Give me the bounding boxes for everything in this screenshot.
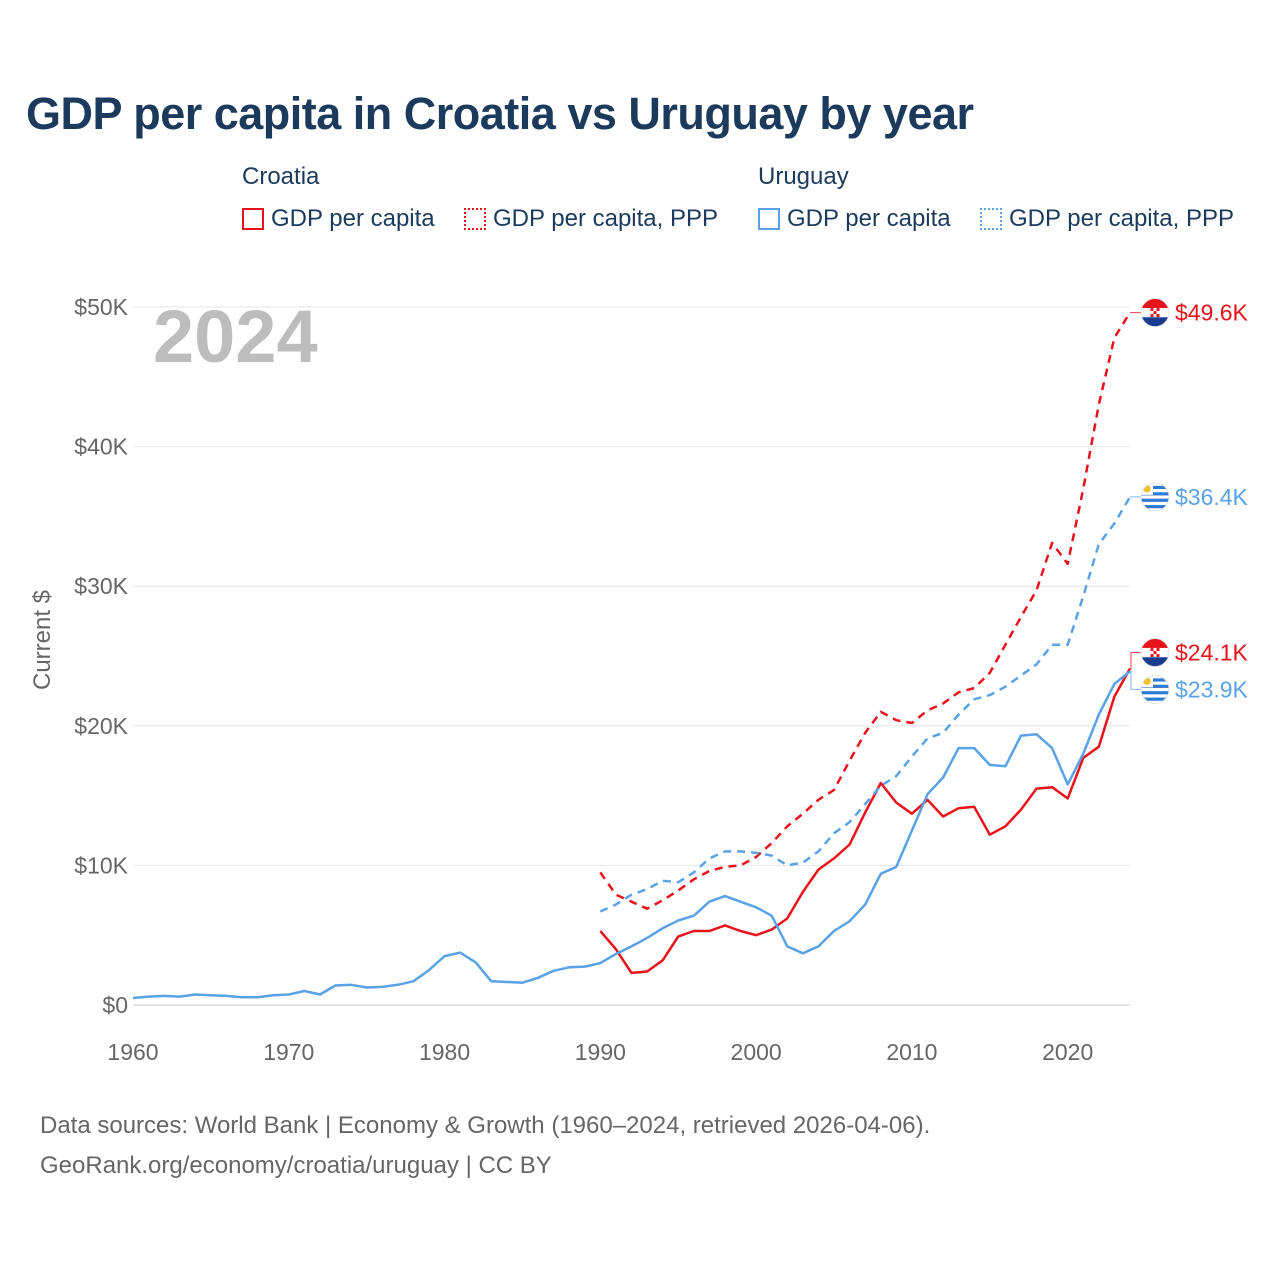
legend-swatch-dotted-icon (980, 208, 1002, 230)
end-value-label: $36.4K (1175, 484, 1249, 510)
croatia-flag-icon (1140, 638, 1170, 667)
end-connector (1130, 670, 1141, 690)
chart-title: GDP per capita in Croatia vs Uruguay by … (26, 88, 974, 139)
source-note: Data sources: World Bank | Economy & Gro… (40, 1106, 930, 1186)
y-axis-label: Current $ (29, 590, 56, 690)
source-line-1: Data sources: World Bank | Economy & Gro… (40, 1112, 931, 1139)
end-value-label: $49.6K (1175, 300, 1249, 326)
y-tick-label: $50K (74, 294, 128, 320)
x-tick-label: 1990 (575, 1039, 626, 1065)
x-tick-label: 1970 (263, 1039, 314, 1065)
legend-uruguay-gdp[interactable]: GDP per capita (758, 205, 951, 233)
x-tick-label: 2010 (886, 1039, 937, 1065)
legend-group-uruguay: Uruguay (758, 163, 849, 190)
x-tick-label: 1960 (107, 1039, 158, 1065)
series-line-uruguay-gdp-per-capita (132, 670, 1131, 1000)
end-connector (1130, 652, 1141, 670)
series-lines (132, 311, 1132, 1000)
y-tick-label: $40K (74, 434, 128, 460)
y-axis-ticks: $0 $10K $20K $30K $40K $50K (74, 294, 128, 1018)
legend-swatch-solid-icon (242, 208, 264, 230)
legend-label: GDP per capita (787, 205, 951, 232)
y-tick-label: $0 (102, 992, 128, 1018)
legend-label: GDP per capita (271, 205, 435, 232)
legend-label: GDP per capita, PPP (493, 205, 718, 232)
end-value-label: $24.1K (1175, 640, 1249, 666)
year-watermark: 2024 (153, 295, 318, 378)
legend-group-croatia: Croatia (242, 163, 320, 190)
grid-lines (133, 306, 1130, 1006)
end-value-label: $23.9K (1175, 676, 1249, 702)
legend-swatch-dotted-icon (464, 208, 486, 230)
legend-croatia-gdp[interactable]: GDP per capita (242, 205, 435, 233)
x-tick-label: 2000 (731, 1039, 782, 1065)
legend-swatch-solid-icon (758, 208, 780, 230)
legend-croatia-gdp-ppp[interactable]: GDP per capita, PPP (464, 205, 718, 233)
series-line-uruguay-gdp-per-capita-ppp (599, 496, 1132, 913)
legend-label: GDP per capita, PPP (1009, 205, 1234, 232)
uruguay-flag-icon (1140, 482, 1170, 512)
croatia-flag-icon (1140, 298, 1170, 327)
legend-uruguay-gdp-ppp[interactable]: GDP per capita, PPP (980, 205, 1234, 233)
x-tick-label: 1980 (419, 1039, 470, 1065)
series-line-croatia-gdp-per-capita (599, 667, 1132, 975)
x-tick-label: 2020 (1042, 1039, 1093, 1065)
end-labels: $24.1K $49.6K $23.9K $36.4K (1130, 298, 1249, 704)
x-axis-ticks: 1960 1970 1980 1990 2000 2010 2020 (107, 1039, 1093, 1065)
y-tick-label: $20K (74, 713, 128, 739)
y-tick-label: $10K (74, 852, 128, 878)
series-line-croatia-gdp-per-capita-ppp (599, 311, 1132, 910)
uruguay-flag-icon (1140, 674, 1170, 704)
source-line-2[interactable]: GeoRank.org/economy/croatia/uruguay | CC… (40, 1152, 552, 1179)
y-tick-label: $30K (74, 573, 128, 599)
